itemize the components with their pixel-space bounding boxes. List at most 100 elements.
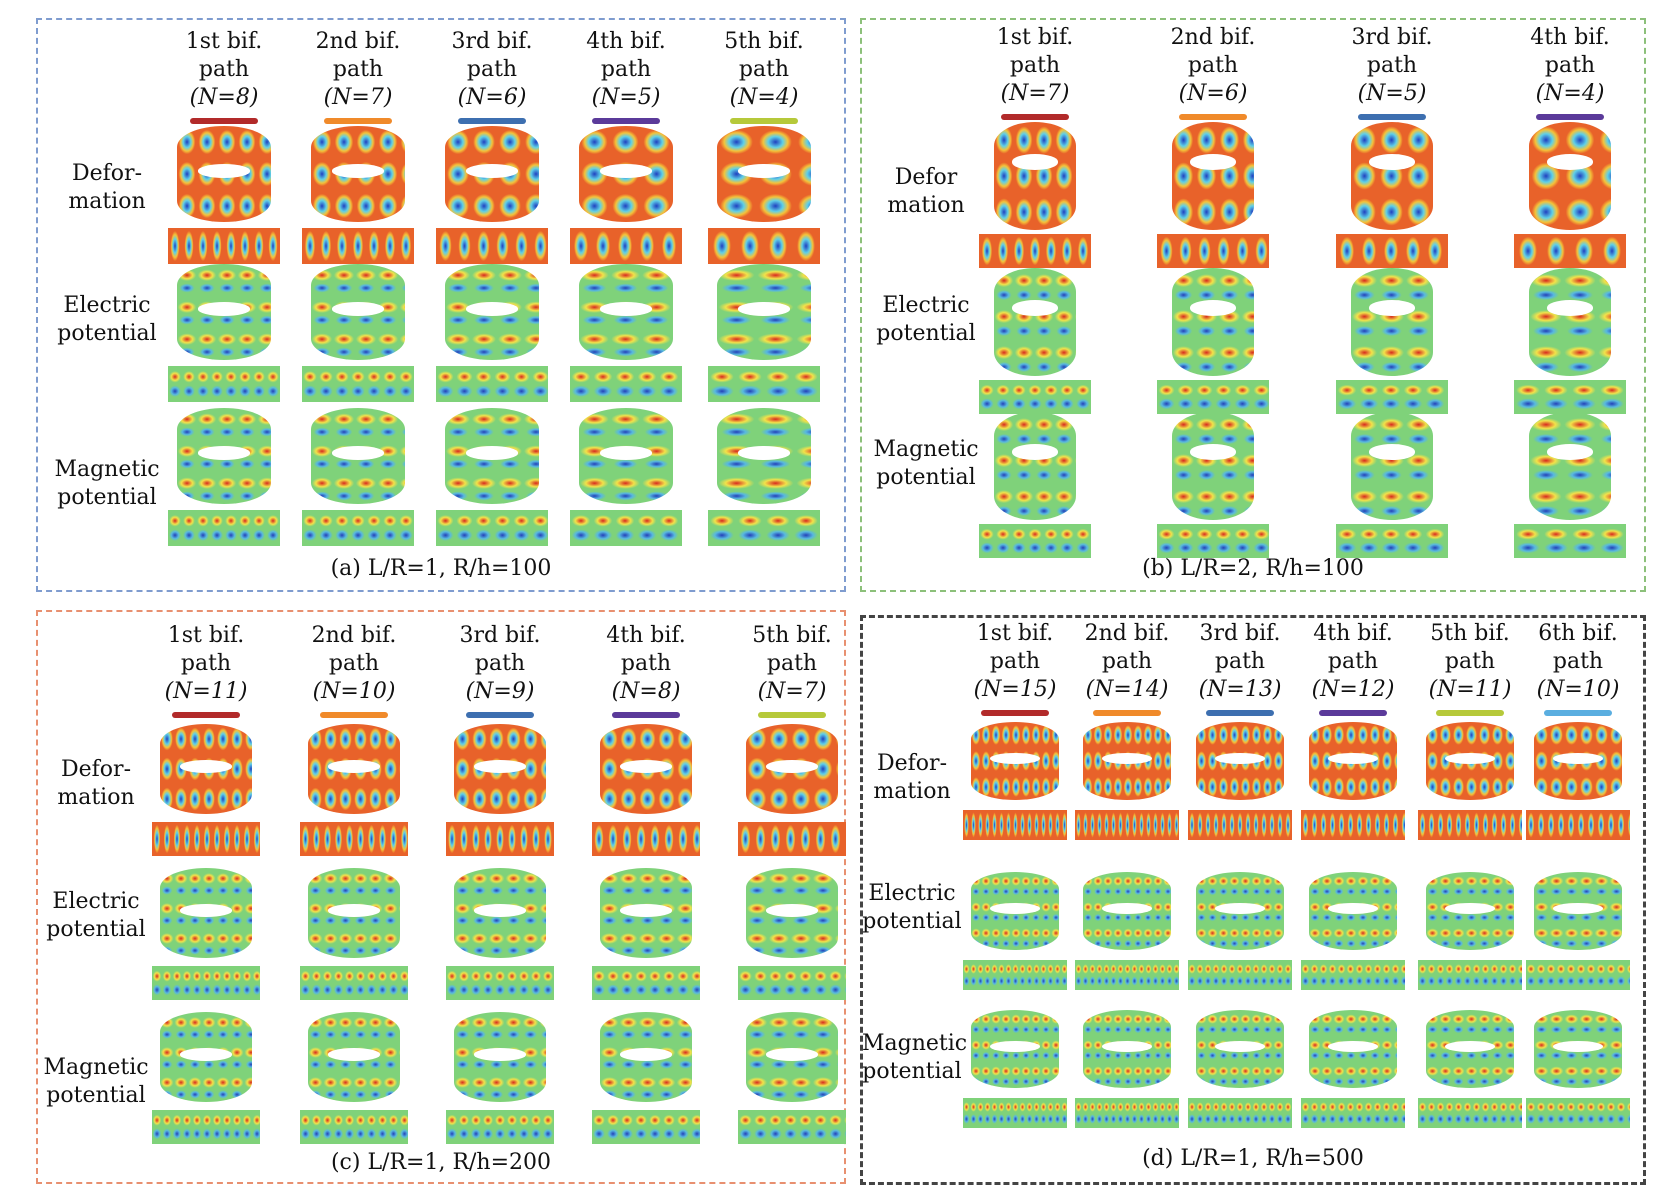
shell-opening	[1012, 154, 1058, 170]
column-header-line: (N=13)	[1198, 677, 1282, 702]
deformation-unrolled-map	[1188, 810, 1292, 840]
magnetic-potential-unrolled-map	[1336, 524, 1448, 558]
column-header-line: path	[1101, 649, 1153, 674]
column-header: 5th bif. path (N=4)	[699, 28, 829, 124]
column-header: 4th bif. path (N=4)	[1505, 24, 1635, 120]
shell-opening	[990, 753, 1040, 765]
magnetic-potential-unrolled-map	[1526, 1098, 1630, 1128]
row-label-magnetic-potential: Magnetic potential	[873, 437, 979, 490]
electric-potential-shell	[308, 868, 400, 958]
magnetic-potential-shell	[177, 408, 271, 504]
magnetic-potential-shell	[160, 1012, 252, 1102]
shell-opening	[599, 164, 653, 178]
shell-opening	[1190, 444, 1236, 460]
column-header-line: (N=8)	[189, 85, 259, 110]
column-header: 1st bif. path (N=8)	[159, 28, 289, 124]
column-header-line: 5th bif.	[1430, 621, 1510, 646]
shell-opening	[465, 164, 519, 178]
shell-opening	[737, 302, 791, 316]
column-header-line: 1st bif.	[996, 25, 1074, 50]
panel-caption: (a) L/R=1, R/h=100	[330, 556, 552, 581]
deformation-shell	[994, 122, 1076, 230]
shell-opening	[1547, 444, 1593, 460]
column-header-line: (N=11)	[164, 679, 248, 704]
deformation-unrolled-map	[963, 810, 1067, 840]
deformation-unrolled-map	[1075, 810, 1179, 840]
electric-potential-unrolled-map	[300, 966, 408, 1000]
column-header-line: (N=10)	[1536, 677, 1620, 702]
column-header-line: 3rd bif.	[1199, 621, 1281, 646]
shell-opening	[1102, 1041, 1152, 1053]
deformation-unrolled-map	[300, 822, 408, 856]
magnetic-potential-shell	[746, 1012, 838, 1102]
shell-opening	[465, 302, 519, 316]
magnetic-potential-unrolled-map	[708, 510, 820, 546]
path-color-bar	[1179, 114, 1247, 120]
magnetic-potential-unrolled-map	[446, 1110, 554, 1144]
electric-potential-shell	[1172, 268, 1254, 376]
column-header-line: path	[766, 651, 818, 676]
column-header-line: path	[620, 651, 672, 676]
column-header-line: 4th bif.	[1313, 621, 1393, 646]
shell-opening	[1547, 154, 1593, 170]
row-label-electric-potential: Electric potential	[46, 889, 146, 942]
column-header-line: 2nd bif.	[1170, 25, 1256, 50]
shell-opening	[1012, 444, 1058, 460]
path-color-bar	[730, 118, 798, 124]
electric-potential-shell	[579, 264, 673, 360]
column-header-line: 2nd bif.	[315, 29, 401, 54]
column-header-line: path	[474, 651, 526, 676]
column-header-line: 6th bif.	[1538, 621, 1618, 646]
column-header: 5th bif. path (N=11)	[1405, 620, 1535, 716]
deformation-unrolled-map	[1526, 810, 1630, 840]
column-header: 1st bif. path (N=11)	[141, 622, 271, 718]
shell-opening	[1445, 1041, 1495, 1053]
magnetic-potential-shell	[1309, 1010, 1397, 1088]
deformation-unrolled-map	[168, 228, 280, 264]
electric-potential-unrolled-map	[708, 366, 820, 402]
deformation-unrolled-map	[446, 822, 554, 856]
column-header: 3rd bif. path (N=13)	[1175, 620, 1305, 716]
magnetic-potential-shell	[1196, 1010, 1284, 1088]
electric-potential-unrolled-map	[1526, 960, 1630, 990]
shell-opening	[737, 164, 791, 178]
deformation-unrolled-map	[1336, 234, 1448, 268]
deformation-shell	[1196, 722, 1284, 800]
magnetic-potential-unrolled-map	[1418, 1098, 1522, 1128]
magnetic-potential-shell	[1534, 1010, 1622, 1088]
path-color-bar	[758, 712, 826, 718]
shell-opening	[990, 903, 1040, 915]
electric-potential-unrolled-map	[168, 366, 280, 402]
shell-opening	[737, 446, 791, 460]
magnetic-potential-shell	[579, 408, 673, 504]
shell-opening	[1445, 753, 1495, 765]
column-header-line: 1st bif.	[167, 623, 245, 648]
deformation-unrolled-map	[302, 228, 414, 264]
shell-opening	[1547, 300, 1593, 316]
magnetic-potential-shell	[1083, 1010, 1171, 1088]
shell-opening	[1553, 903, 1603, 915]
magnetic-potential-unrolled-map	[738, 1110, 846, 1144]
column-header-line: (N=7)	[757, 679, 827, 704]
shell-opening	[1190, 154, 1236, 170]
shell-opening	[1102, 903, 1152, 915]
magnetic-potential-unrolled-map	[1514, 524, 1626, 558]
deformation-unrolled-map	[592, 822, 700, 856]
column-header-line: 5th bif.	[724, 29, 804, 54]
deformation-unrolled-map	[436, 228, 548, 264]
column-header-line: 1st bif.	[976, 621, 1054, 646]
column-header-line: path	[1552, 649, 1604, 674]
shell-opening	[1215, 1041, 1265, 1053]
shell-opening	[197, 164, 251, 178]
path-color-bar	[612, 712, 680, 718]
column-header-line: (N=10)	[312, 679, 396, 704]
magnetic-potential-unrolled-map	[592, 1110, 700, 1144]
column-header-line: (N=9)	[465, 679, 535, 704]
deformation-shell	[311, 126, 405, 222]
deformation-shell	[1426, 722, 1514, 800]
shell-opening	[766, 904, 818, 917]
electric-potential-shell	[746, 868, 838, 958]
electric-potential-unrolled-map	[436, 366, 548, 402]
path-color-bar	[324, 118, 392, 124]
shell-opening	[197, 446, 251, 460]
